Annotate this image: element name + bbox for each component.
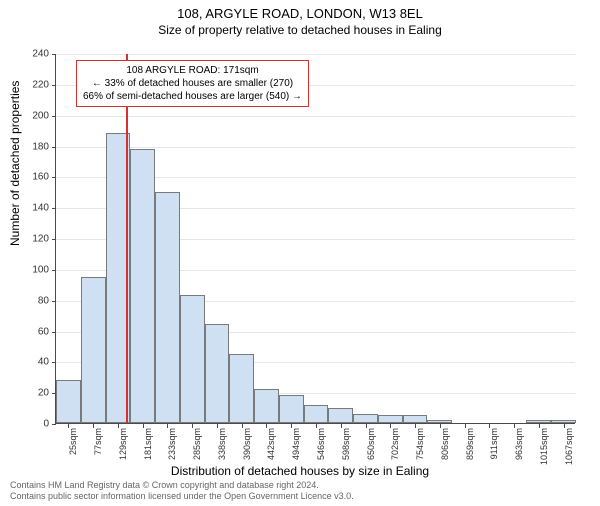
histogram-bar: [81, 277, 106, 423]
xtick-label: 25sqm: [68, 428, 78, 468]
annotation-line: 108 ARGYLE ROAD: 171sqm: [83, 64, 302, 77]
histogram-bar: [403, 415, 428, 423]
ytick-label: 240: [19, 49, 49, 60]
gridline: [56, 116, 575, 117]
xtick-label: 754sqm: [415, 428, 425, 468]
ytick-label: 20: [19, 388, 49, 399]
ytick-mark: [52, 332, 56, 333]
ytick-label: 160: [19, 172, 49, 183]
ytick-label: 60: [19, 326, 49, 337]
xtick-label: 859sqm: [465, 428, 475, 468]
ytick-label: 200: [19, 110, 49, 121]
property-marker-line: [126, 54, 128, 423]
xtick-label: 77sqm: [93, 428, 103, 468]
ytick-mark: [52, 116, 56, 117]
footer-line-1: Contains HM Land Registry data © Crown c…: [10, 480, 354, 491]
xtick-label: 598sqm: [341, 428, 351, 468]
histogram-bar: [279, 395, 304, 423]
ytick-label: 120: [19, 234, 49, 245]
ytick-label: 0: [19, 419, 49, 430]
gridline: [56, 147, 575, 148]
ytick-label: 80: [19, 295, 49, 306]
ytick-mark: [52, 424, 56, 425]
histogram-bar: [427, 420, 452, 423]
ytick-mark: [52, 362, 56, 363]
histogram-bar: [56, 380, 81, 423]
xtick-label: 650sqm: [366, 428, 376, 468]
histogram-bar: [155, 192, 180, 423]
xtick-label: 702sqm: [390, 428, 400, 468]
histogram-bar: [526, 420, 551, 423]
gridline: [56, 54, 575, 55]
xtick-label: 1067sqm: [564, 428, 574, 468]
xtick-label: 963sqm: [514, 428, 524, 468]
xtick-label: 390sqm: [242, 428, 252, 468]
xtick-label: 1015sqm: [539, 428, 549, 468]
ytick-mark: [52, 54, 56, 55]
footer-attribution: Contains HM Land Registry data © Crown c…: [10, 480, 354, 502]
ytick-mark: [52, 177, 56, 178]
ytick-label: 100: [19, 264, 49, 275]
histogram-bar: [229, 354, 254, 423]
xtick-label: 546sqm: [316, 428, 326, 468]
xtick-label: 494sqm: [291, 428, 301, 468]
annotation-line: ← 33% of detached houses are smaller (27…: [83, 77, 302, 90]
histogram-bar: [180, 295, 205, 423]
ytick-mark: [52, 208, 56, 209]
xtick-label: 181sqm: [143, 428, 153, 468]
histogram-bar: [328, 408, 353, 423]
ytick-mark: [52, 85, 56, 86]
x-axis-label: Distribution of detached houses by size …: [0, 464, 600, 478]
histogram-bar: [378, 415, 403, 423]
annotation-line: 66% of semi-detached houses are larger (…: [83, 90, 302, 103]
plot-area: 02040608010012014016018020022024025sqm77…: [55, 54, 575, 424]
y-axis-label: Number of detached properties: [8, 81, 22, 246]
xtick-label: 233sqm: [167, 428, 177, 468]
xtick-label: 129sqm: [118, 428, 128, 468]
xtick-label: 338sqm: [217, 428, 227, 468]
ytick-label: 140: [19, 203, 49, 214]
histogram-bar: [254, 389, 279, 423]
ytick-mark: [52, 147, 56, 148]
xtick-label: 911sqm: [489, 428, 499, 468]
chart-title: 108, ARGYLE ROAD, LONDON, W13 8EL: [0, 6, 600, 21]
histogram-bar: [353, 414, 378, 423]
ytick-label: 40: [19, 357, 49, 368]
xtick-label: 806sqm: [440, 428, 450, 468]
ytick-label: 220: [19, 79, 49, 90]
ytick-label: 180: [19, 141, 49, 152]
histogram-bar: [130, 149, 155, 423]
chart-subtitle: Size of property relative to detached ho…: [0, 23, 600, 37]
histogram-bar: [551, 420, 576, 423]
ytick-mark: [52, 239, 56, 240]
histogram-bar: [304, 405, 329, 424]
ytick-mark: [52, 270, 56, 271]
footer-line-2: Contains public sector information licen…: [10, 491, 354, 502]
histogram-bar: [205, 324, 230, 423]
annotation-box: 108 ARGYLE ROAD: 171sqm← 33% of detached…: [76, 60, 309, 107]
ytick-mark: [52, 301, 56, 302]
xtick-label: 285sqm: [192, 428, 202, 468]
xtick-label: 442sqm: [266, 428, 276, 468]
